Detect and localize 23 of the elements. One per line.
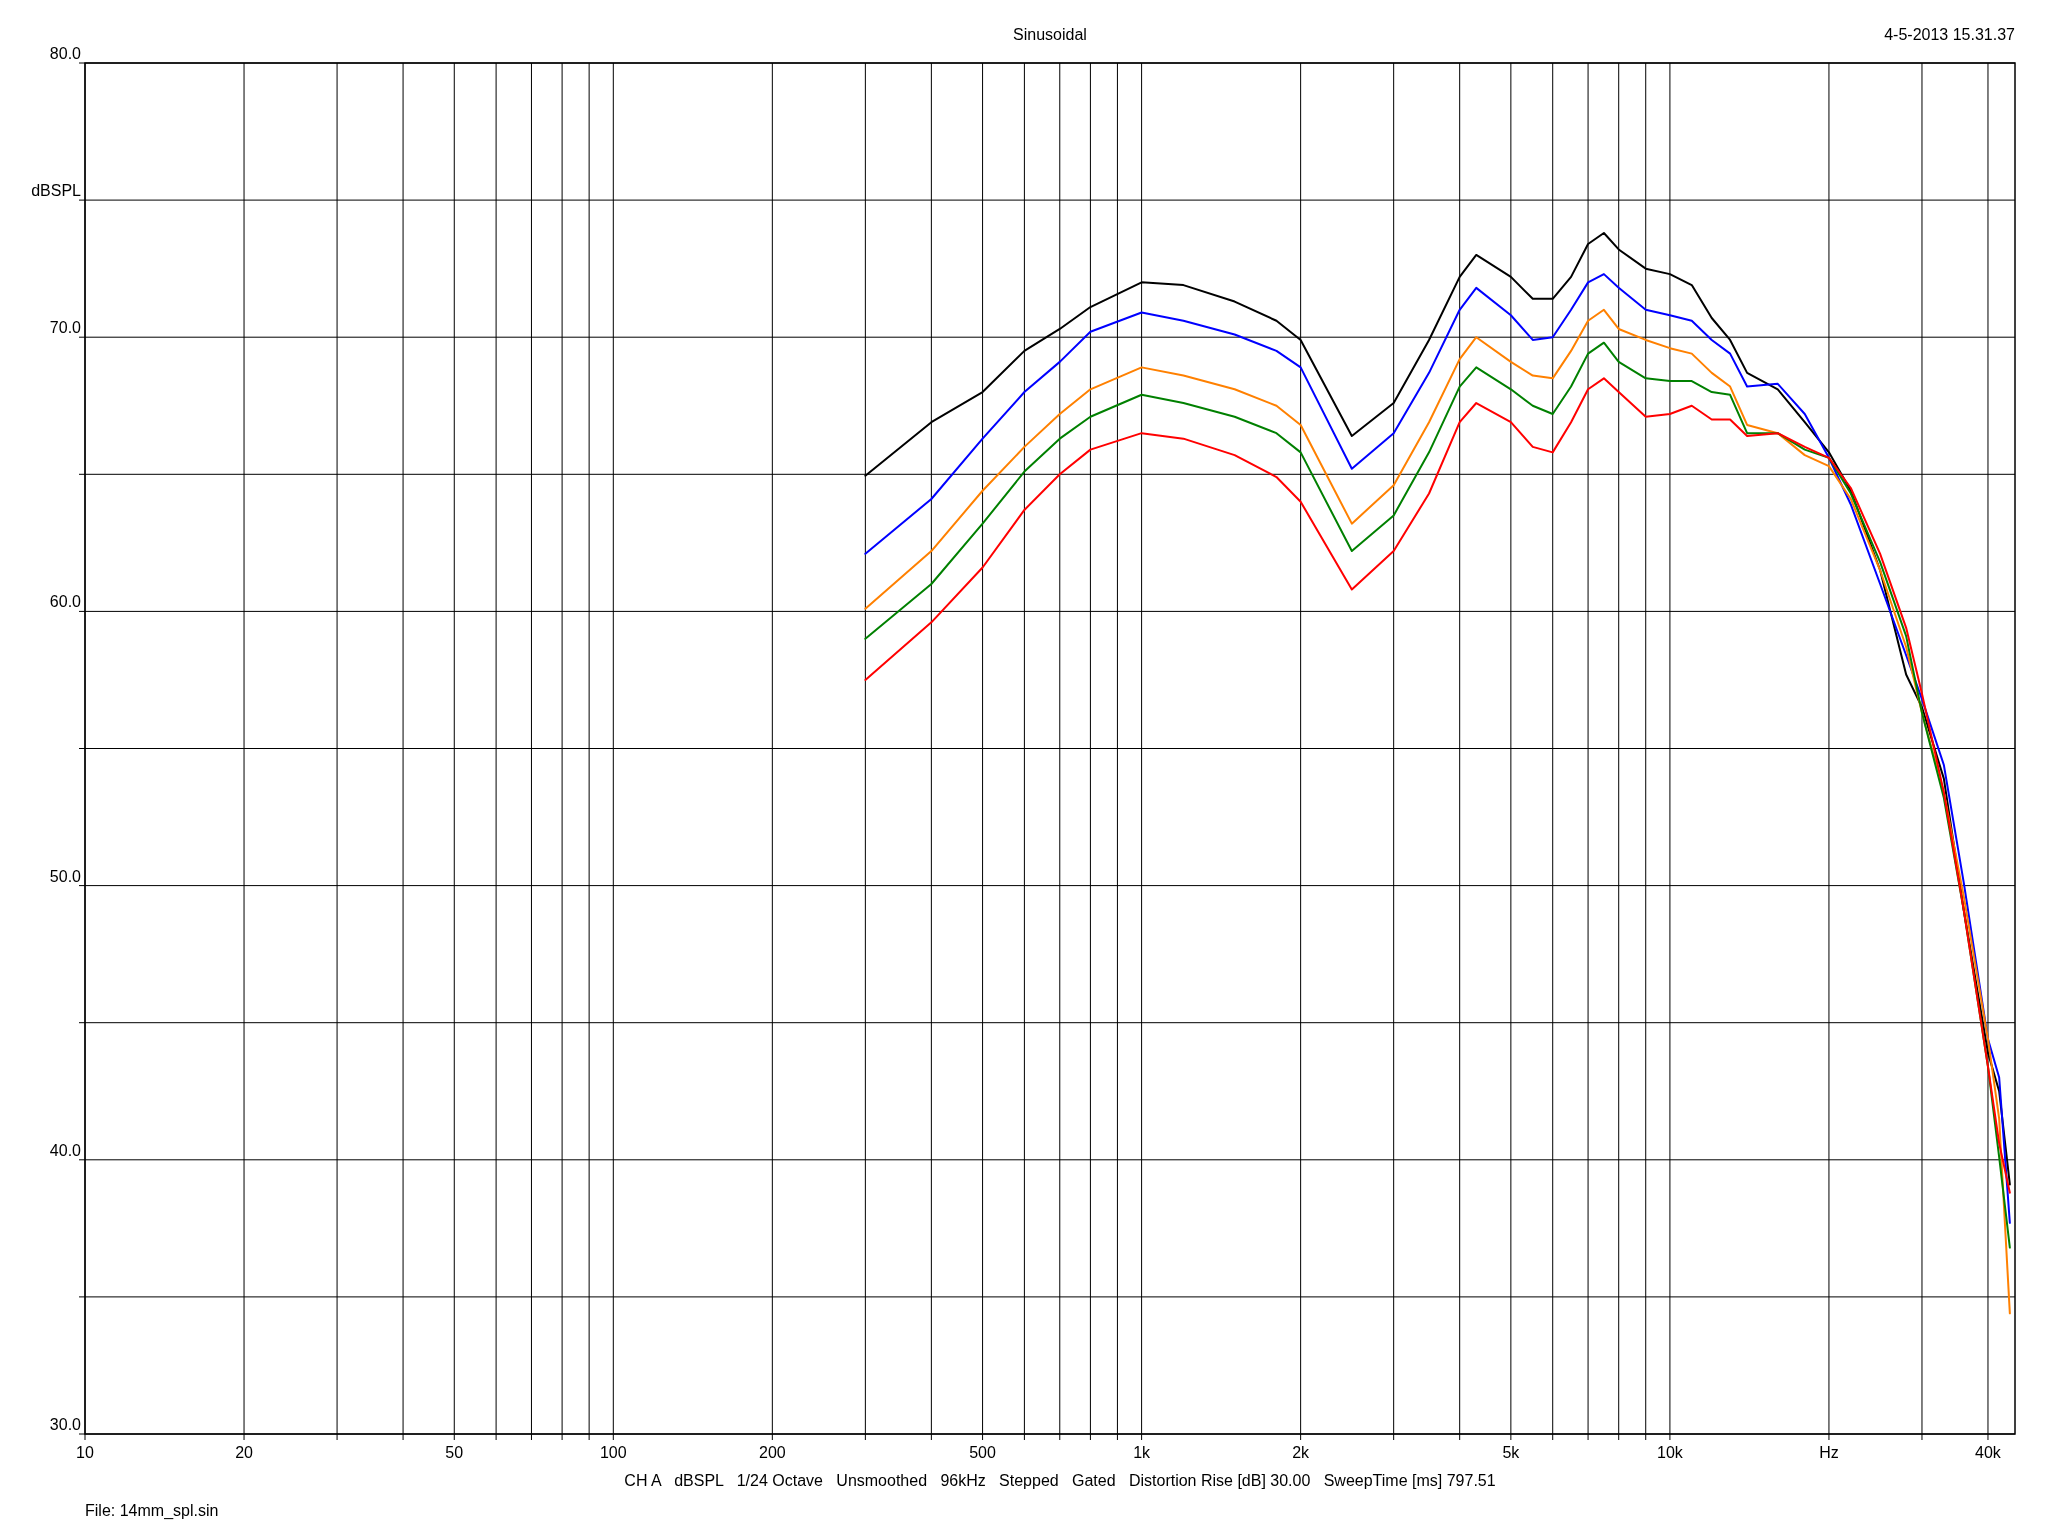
x-tick-label: 10k	[1657, 1444, 1684, 1461]
text: 4-5-2013 15.31.37	[1884, 26, 2016, 43]
chart-title: Sinusoidal	[1013, 26, 1087, 43]
x-tick-label: 200	[758, 1444, 786, 1461]
y-tick-label: 70.0	[49, 319, 82, 337]
x-tick-label: 40k	[1975, 1444, 2002, 1461]
text: File: 14mm_spl.sin	[85, 1502, 219, 1520]
y-tick-label: 80.0	[49, 45, 82, 62]
x-tick-label: 100	[599, 1444, 627, 1461]
x-tick-label: Hz	[1819, 1444, 1839, 1461]
y-tick-label: 40.0	[49, 1141, 82, 1159]
text: CH A dBSPL 1/24 Octave Unsmoothed 96kHz Stepped Gated Distortion Rise [dB] 30.00 SweepTime [ms] 797.51	[624, 1472, 1496, 1489]
x-tick-label: 50	[445, 1444, 464, 1461]
x-tick-label: 5k	[1502, 1444, 1521, 1461]
x-tick-label: 2k	[1292, 1444, 1311, 1461]
x-tick-label: 20	[235, 1444, 254, 1461]
x-tick-label: 1k	[1133, 1444, 1152, 1461]
y-tick-label: 60.0	[49, 593, 82, 611]
x-tick-label: 10	[76, 1444, 94, 1461]
x-tick-label: 500	[969, 1444, 997, 1461]
y-tick-label: 30.0	[49, 1416, 82, 1433]
y-tick-label: dBSPL	[31, 182, 82, 200]
y-tick-label: 50.0	[49, 867, 82, 885]
